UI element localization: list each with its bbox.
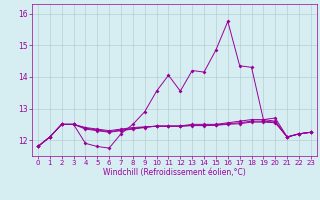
X-axis label: Windchill (Refroidissement éolien,°C): Windchill (Refroidissement éolien,°C) [103, 168, 246, 177]
